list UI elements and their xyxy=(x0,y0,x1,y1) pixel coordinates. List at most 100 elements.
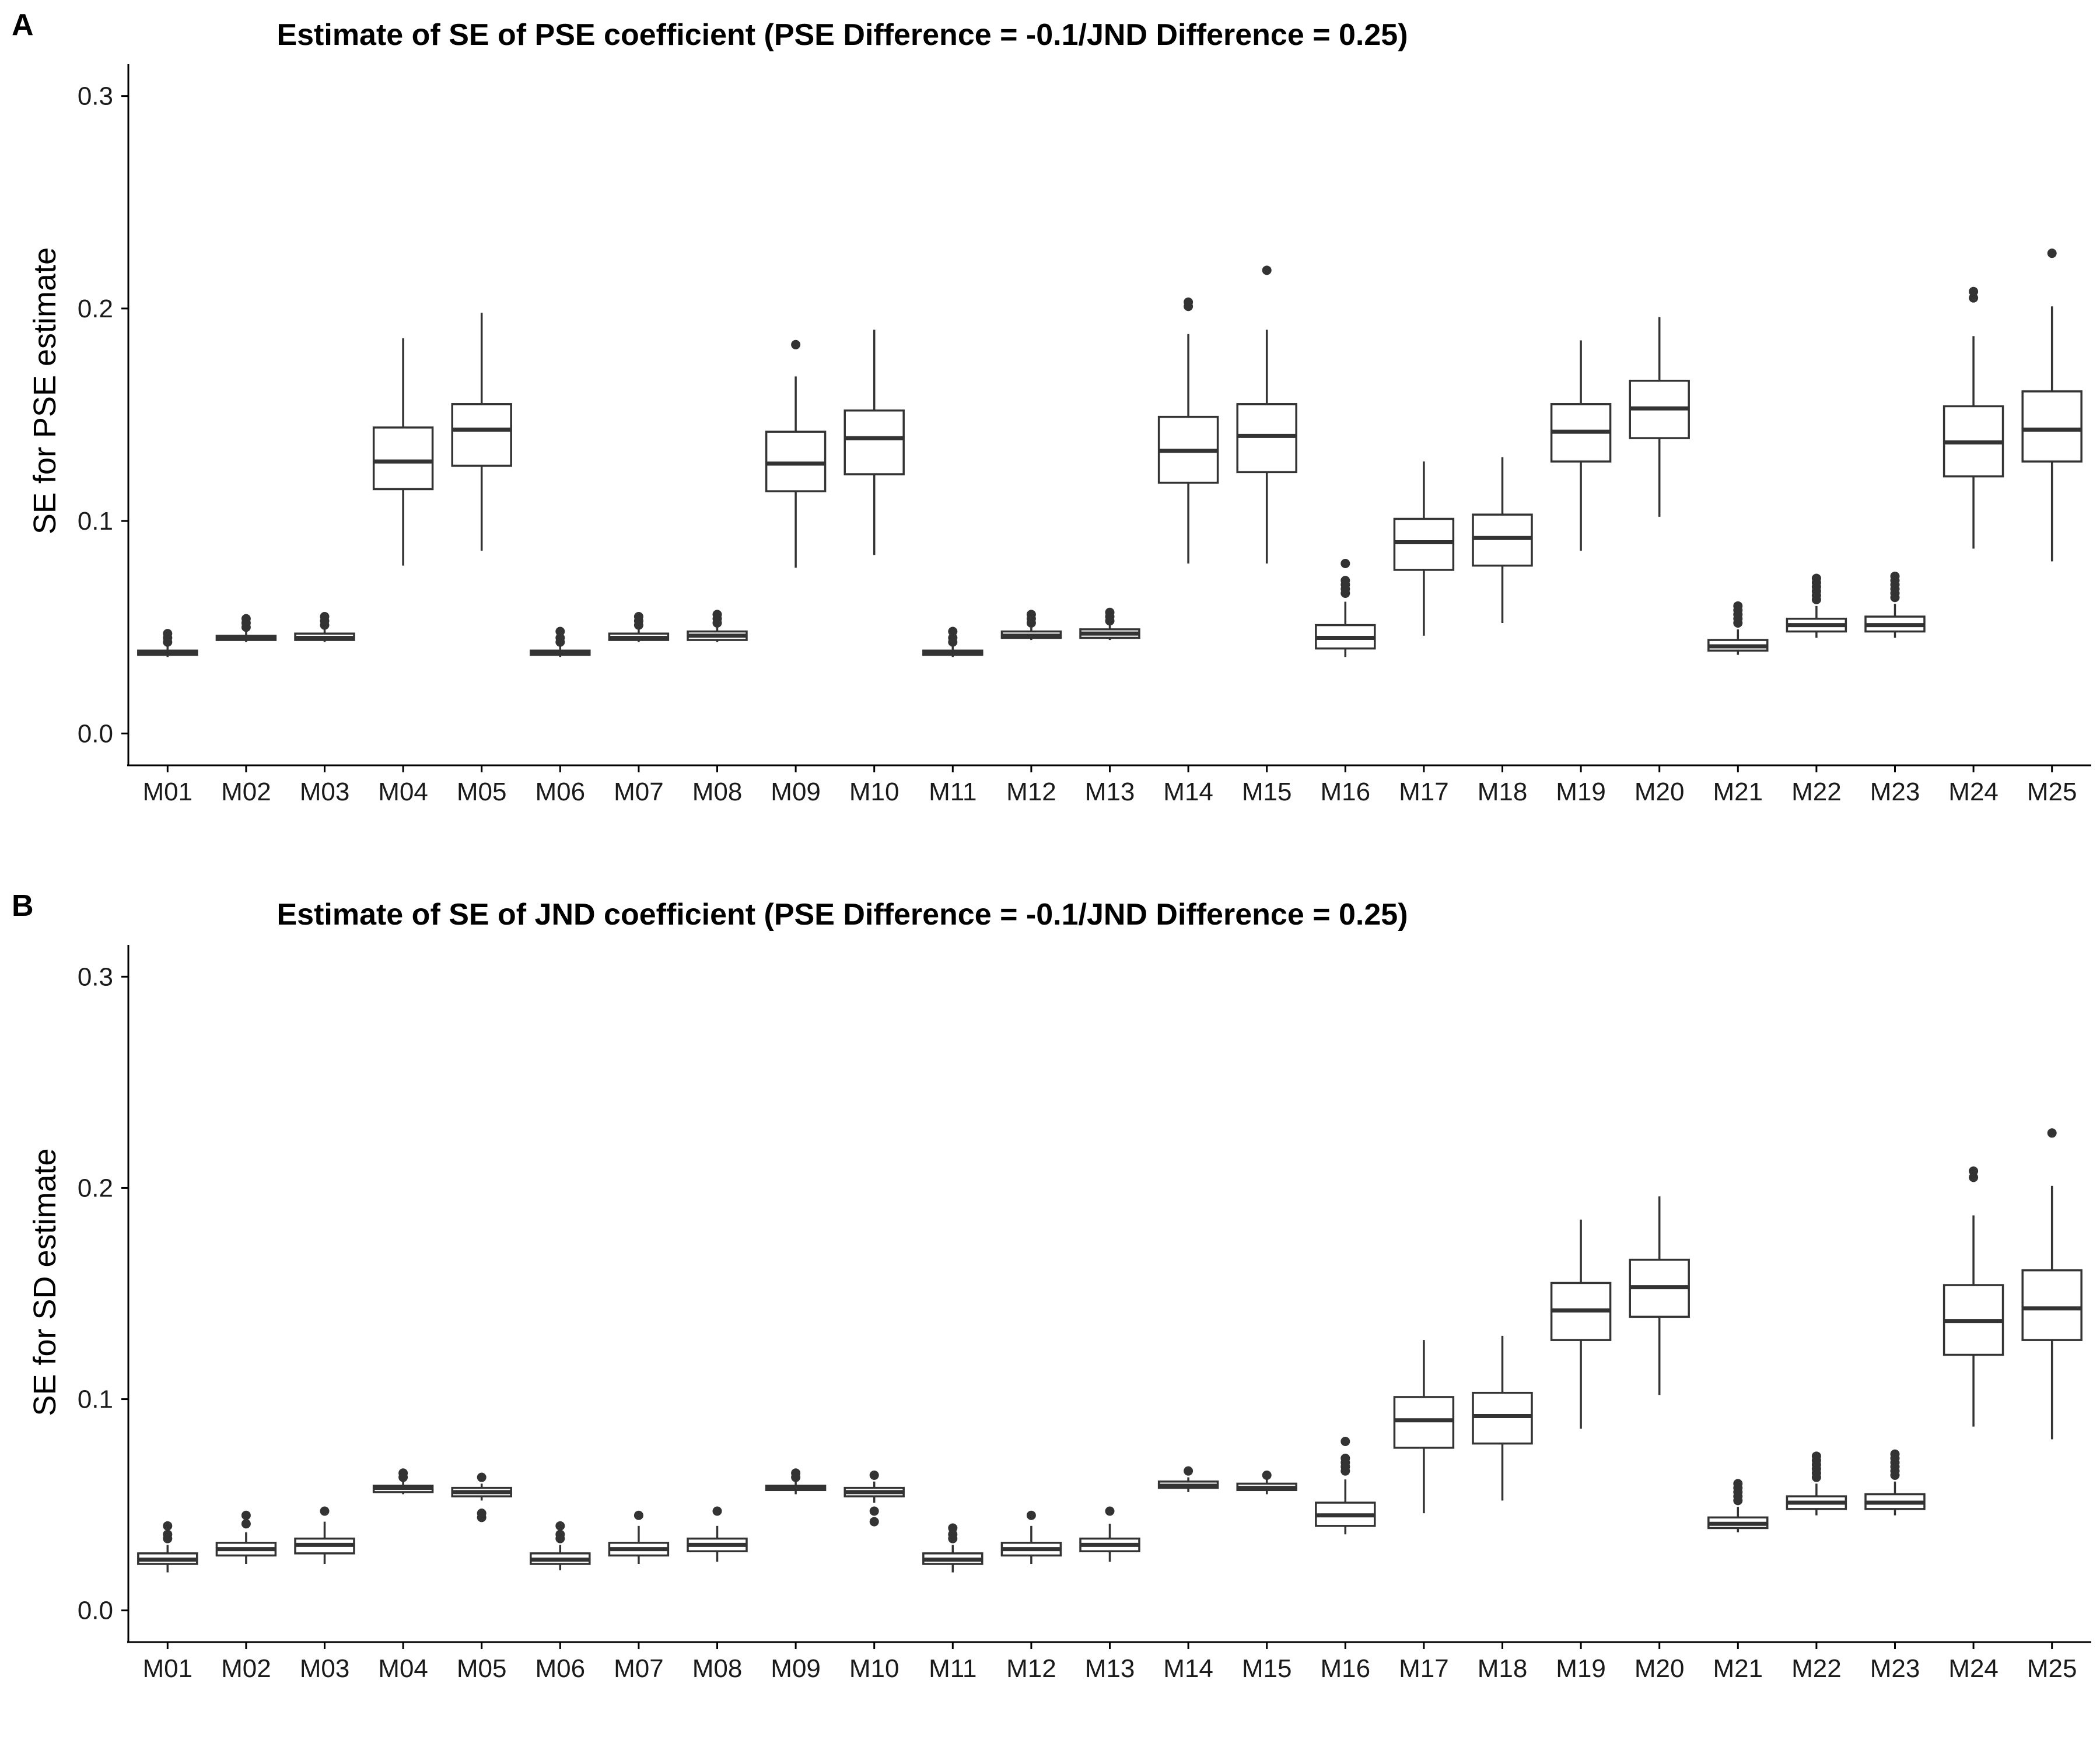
x-tick-label: M16 xyxy=(1321,778,1371,806)
iqr-box xyxy=(2021,390,2082,463)
outlier-point xyxy=(1811,573,1821,583)
x-tick-label: M19 xyxy=(1556,1654,1606,1683)
iqr-box xyxy=(844,409,905,475)
outlier-point xyxy=(320,612,330,622)
boxplot-m09 xyxy=(765,1468,827,1494)
x-ticks: M01 M02 M03 M04 M05 M06 M07 M08 M09 M10 M11 M12 M13 M… xyxy=(143,1642,2077,1683)
outlier-point xyxy=(634,1510,643,1520)
outlier-point xyxy=(2047,249,2057,258)
boxplot-m23 xyxy=(1864,1449,1926,1516)
outlier-point xyxy=(712,610,722,620)
x-tick-label: M14 xyxy=(1163,1654,1213,1683)
boxplot-m21 xyxy=(1707,1479,1769,1532)
iqr-box xyxy=(1393,517,1455,571)
boxplot-m20 xyxy=(1629,317,1690,517)
panel-label: B xyxy=(12,889,34,923)
boxplots xyxy=(137,1128,2082,1573)
x-tick-label: M08 xyxy=(692,1654,743,1683)
outlier-point xyxy=(1733,1479,1743,1489)
boxplot-m06 xyxy=(530,626,591,657)
boxplot-m01 xyxy=(137,629,198,657)
boxplot-m15 xyxy=(1236,265,1297,564)
boxplot-m16 xyxy=(1315,558,1376,657)
boxplot-m04 xyxy=(372,338,434,566)
outlier-point xyxy=(477,1508,487,1518)
x-tick-label: M15 xyxy=(1242,1654,1292,1683)
boxplot-m24 xyxy=(1943,286,2004,549)
iqr-box xyxy=(2021,1269,2082,1341)
boxplot-m19 xyxy=(1550,340,1612,551)
x-tick-label: M03 xyxy=(300,778,350,806)
x-tick-label: M05 xyxy=(457,1654,507,1683)
boxplot-m18 xyxy=(1472,457,1533,623)
x-tick-label: M04 xyxy=(378,778,428,806)
x-tick-label: M17 xyxy=(1399,1654,1449,1683)
boxplot-m24 xyxy=(1943,1166,2004,1427)
boxplot-m20 xyxy=(1629,1196,1690,1395)
x-tick-label: M13 xyxy=(1085,778,1135,806)
outlier-point xyxy=(555,1521,565,1531)
outlier-point xyxy=(1105,607,1115,617)
iqr-box xyxy=(1472,1391,1533,1445)
x-tick-label: M07 xyxy=(614,1654,664,1683)
y-axis-label: SE for SD estimate xyxy=(27,1148,62,1416)
boxplot-m10 xyxy=(844,330,905,555)
outlier-point xyxy=(163,1521,173,1531)
boxplot-m25 xyxy=(2021,1128,2082,1440)
x-tick-label: M11 xyxy=(929,778,977,806)
boxplot-m05 xyxy=(451,1472,512,1522)
y-tick-label: 0.3 xyxy=(78,963,113,991)
x-tick-label: M02 xyxy=(221,778,271,806)
outlier-point xyxy=(948,1523,958,1533)
boxplot-m15 xyxy=(1236,1470,1297,1494)
x-ticks: M01 M02 M03 M04 M05 M06 M07 M08 M09 M10 M11 M12 M13 M… xyxy=(143,765,2077,806)
outlier-point xyxy=(320,1506,330,1516)
outlier-point xyxy=(1969,286,1979,296)
outlier-point xyxy=(1262,1470,1272,1480)
boxplot-m05 xyxy=(451,313,512,551)
outlier-point xyxy=(869,1517,879,1527)
boxplot-m21 xyxy=(1707,601,1769,655)
outlier-point xyxy=(1969,1166,1979,1176)
x-tick-label: M14 xyxy=(1163,778,1213,806)
outlier-point xyxy=(948,626,958,636)
outlier-point xyxy=(1340,1453,1350,1463)
outlier-point xyxy=(1890,1449,1900,1459)
boxplot-m07 xyxy=(608,612,670,642)
chart-title: Estimate of SE of PSE coefficient (PSE D… xyxy=(276,18,1408,52)
x-tick-label: M09 xyxy=(771,1654,821,1683)
y-ticks: 0.0 0.1 0.2 0.3 xyxy=(78,82,128,748)
boxplot-m08 xyxy=(687,610,748,642)
boxplot-m07 xyxy=(608,1510,670,1564)
x-tick-label: M21 xyxy=(1713,778,1763,806)
x-tick-label: M11 xyxy=(929,1654,977,1683)
outlier-point xyxy=(163,629,173,639)
boxplot-m19 xyxy=(1550,1219,1612,1429)
outlier-point xyxy=(2047,1128,2057,1138)
x-tick-label: M22 xyxy=(1791,778,1842,806)
boxplot-m11 xyxy=(922,626,984,657)
boxplot-m03 xyxy=(294,1506,355,1564)
x-tick-label: M10 xyxy=(849,1654,900,1683)
boxplot-m25 xyxy=(2021,249,2082,562)
outlier-point xyxy=(791,340,801,349)
y-tick-label: 0.0 xyxy=(78,719,113,748)
x-tick-label: M23 xyxy=(1870,1654,1920,1683)
outlier-point xyxy=(241,1510,251,1520)
x-tick-label: M02 xyxy=(221,1654,271,1683)
panel-b: B Estimate of SE of JND coefficient (PSE… xyxy=(12,889,2091,1683)
x-tick-label: M12 xyxy=(1006,1654,1056,1683)
x-tick-label: M25 xyxy=(2027,1654,2077,1683)
x-tick-label: M20 xyxy=(1634,778,1685,806)
boxplot-m03 xyxy=(294,612,355,642)
outlier-point xyxy=(1184,297,1194,307)
outlier-point xyxy=(1340,1436,1350,1446)
iqr-box xyxy=(1472,513,1533,567)
outlier-point xyxy=(791,1468,801,1478)
boxplots xyxy=(137,249,2082,657)
y-tick-label: 0.1 xyxy=(78,507,113,536)
x-tick-label: M01 xyxy=(143,778,193,806)
x-tick-label: M04 xyxy=(378,1654,428,1683)
outlier-point xyxy=(241,1519,251,1529)
iqr-box xyxy=(451,403,512,467)
